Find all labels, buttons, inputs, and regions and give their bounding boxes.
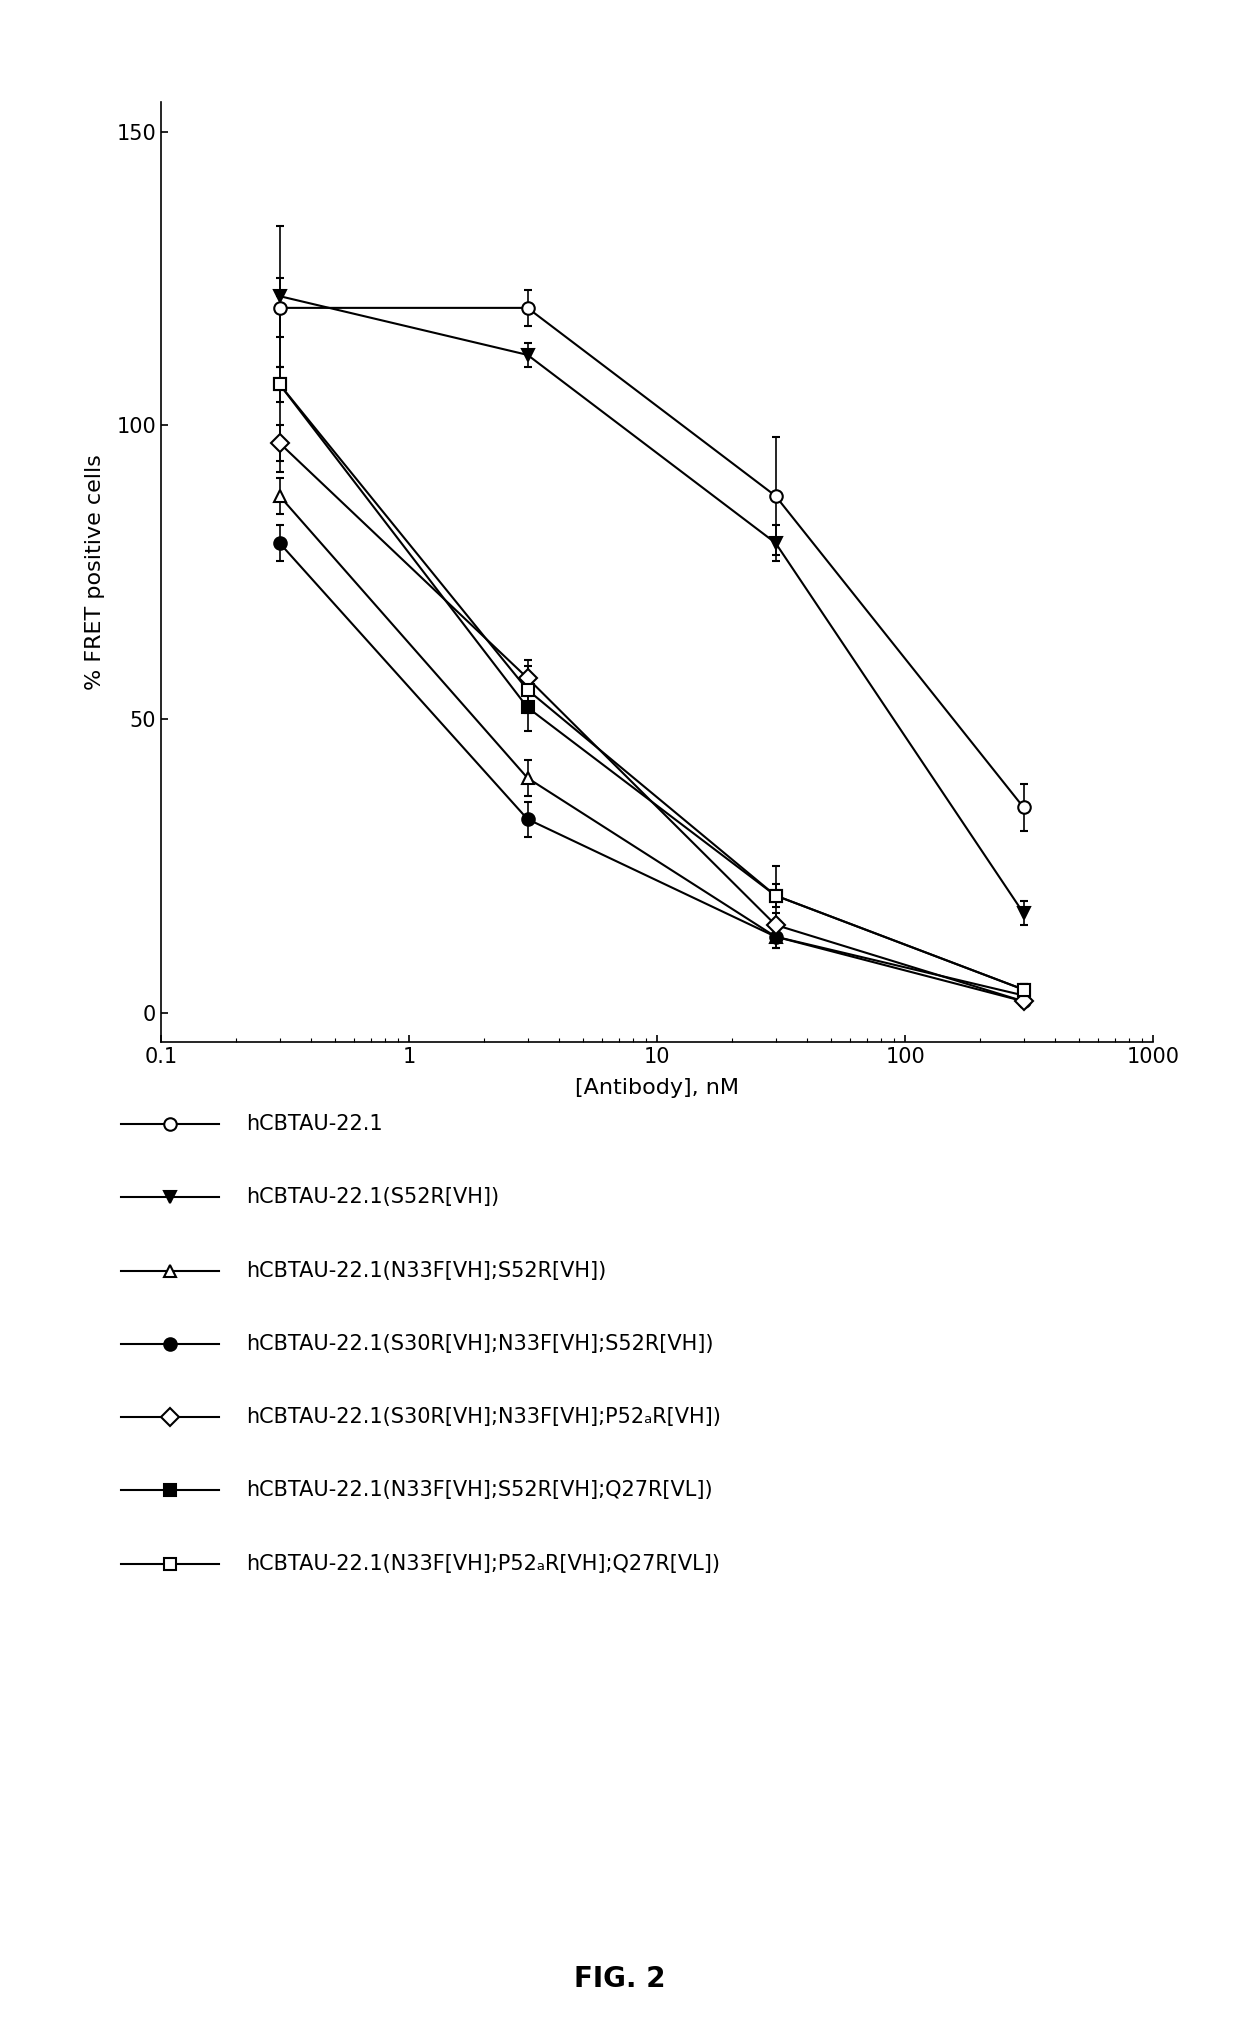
Text: hCBTAU-22.1(S30R[VH];N33F[VH];P52ₐR[VH]): hCBTAU-22.1(S30R[VH];N33F[VH];P52ₐR[VH]) [247, 1406, 722, 1427]
Text: FIG. 2: FIG. 2 [574, 1964, 666, 1993]
Y-axis label: % FRET positive cells: % FRET positive cells [86, 454, 105, 691]
Text: hCBTAU-22.1(S30R[VH];N33F[VH];S52R[VH]): hCBTAU-22.1(S30R[VH];N33F[VH];S52R[VH]) [247, 1335, 714, 1353]
X-axis label: [Antibody], nM: [Antibody], nM [575, 1079, 739, 1098]
Text: hCBTAU-22.1(N33F[VH];S52R[VH];Q27R[VL]): hCBTAU-22.1(N33F[VH];S52R[VH];Q27R[VL]) [247, 1480, 713, 1500]
Text: hCBTAU-22.1(S52R[VH]): hCBTAU-22.1(S52R[VH]) [247, 1188, 500, 1208]
Text: hCBTAU-22.1(N33F[VH];P52ₐR[VH];Q27R[VL]): hCBTAU-22.1(N33F[VH];P52ₐR[VH];Q27R[VL]) [247, 1553, 720, 1574]
Text: hCBTAU-22.1: hCBTAU-22.1 [247, 1114, 383, 1134]
Text: hCBTAU-22.1(N33F[VH];S52R[VH]): hCBTAU-22.1(N33F[VH];S52R[VH]) [247, 1261, 606, 1282]
